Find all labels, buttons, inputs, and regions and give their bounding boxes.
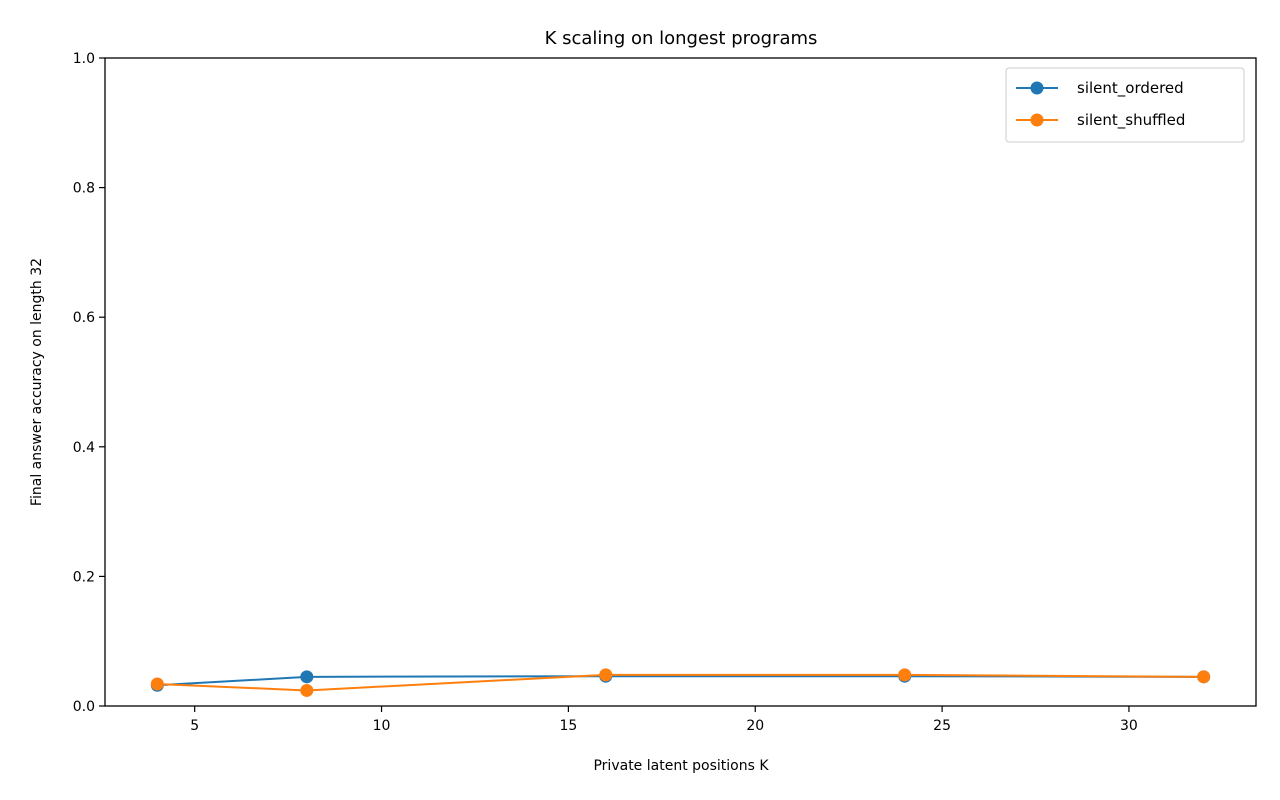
x-tick-label: 30 bbox=[1120, 718, 1138, 734]
x-tick-label: 5 bbox=[190, 718, 199, 734]
x-axis: 5 10 15 20 25 30 bbox=[190, 706, 1138, 734]
data-point bbox=[599, 668, 613, 682]
data-point bbox=[898, 668, 912, 682]
y-tick-label: 0.0 bbox=[73, 699, 95, 715]
data-point bbox=[300, 670, 314, 684]
y-tick-label: 1.0 bbox=[73, 51, 95, 67]
legend-label: silent_ordered bbox=[1077, 79, 1184, 98]
y-tick-label: 0.8 bbox=[73, 181, 95, 197]
legend: silent_ordered silent_shuffled bbox=[1005, 67, 1245, 143]
y-tick-label: 0.6 bbox=[73, 310, 95, 326]
chart-title: K scaling on longest programs bbox=[545, 28, 818, 49]
legend-frame bbox=[1005, 67, 1245, 143]
series-line bbox=[157, 675, 1204, 687]
data-point bbox=[150, 677, 164, 691]
y-tick-label: 0.2 bbox=[73, 569, 95, 585]
legend-marker bbox=[1030, 113, 1044, 127]
y-axis-label: Final answer accuracy on length 32 bbox=[29, 258, 45, 506]
x-axis-label: Private latent positions K bbox=[593, 758, 769, 774]
plot-area bbox=[104, 57, 1257, 707]
data-point bbox=[300, 683, 314, 697]
plot-frame bbox=[104, 57, 1257, 707]
x-tick-label: 15 bbox=[559, 718, 577, 734]
series-layer bbox=[150, 668, 1211, 697]
legend-marker bbox=[1030, 81, 1044, 95]
y-axis: 0.0 0.2 0.4 0.6 0.8 1.0 bbox=[73, 51, 105, 715]
legend-label: silent_shuffled bbox=[1077, 111, 1185, 130]
y-tick-label: 0.4 bbox=[73, 440, 95, 456]
x-tick-label: 20 bbox=[746, 718, 764, 734]
series-silent_shuffled bbox=[150, 668, 1211, 697]
x-tick-label: 10 bbox=[373, 718, 391, 734]
x-tick-label: 25 bbox=[933, 718, 951, 734]
data-point bbox=[1197, 670, 1211, 684]
